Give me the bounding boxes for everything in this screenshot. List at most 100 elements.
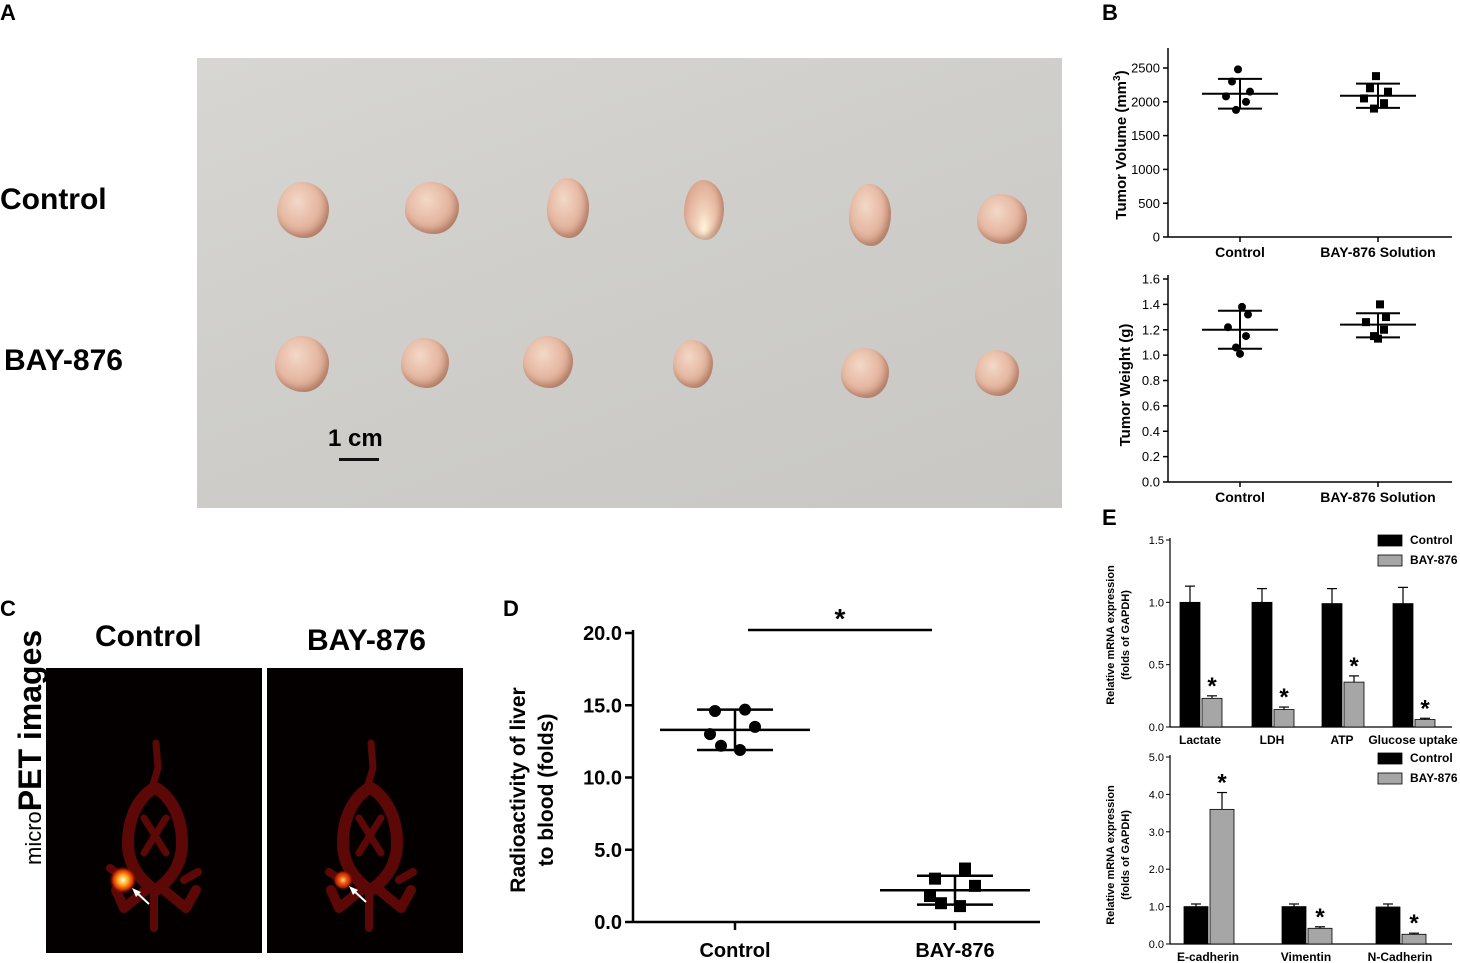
y-tick-label: 10.0: [583, 768, 622, 790]
data-point: [1236, 349, 1244, 358]
y-tick-label: 20.0: [583, 623, 622, 645]
y-axis-label: Tumor Volume (mm3): [1112, 70, 1130, 219]
data-point: [1242, 332, 1250, 341]
bar-control: [1251, 601, 1273, 728]
x-tick-label: ATP: [1330, 733, 1353, 747]
data-point: [1234, 65, 1242, 74]
y-tick-label: 0.0: [1142, 475, 1160, 490]
data-point: [1376, 300, 1384, 309]
data-point: [1232, 105, 1240, 114]
y-tick-label: 5.0: [594, 840, 622, 862]
data-point: [929, 872, 941, 885]
x-tick-label: Lactate: [1179, 733, 1221, 747]
y-tick-label: 0.0: [594, 912, 622, 934]
y-tick-label: 1500: [1131, 128, 1160, 143]
y-tick-label: 0.8: [1142, 373, 1160, 388]
y-axis-label-close: ): [1113, 70, 1130, 75]
significance-star: *: [1420, 695, 1430, 722]
data-point: [1362, 318, 1370, 327]
bar-control: [1392, 603, 1414, 728]
y-tick-label: 1.2: [1142, 322, 1160, 337]
tumor-photograph: [197, 58, 1062, 508]
x-tick-label: Control: [1215, 244, 1265, 260]
significance-star: *: [1207, 673, 1217, 700]
x-tick-label: N-Cadherin: [1368, 950, 1433, 963]
data-point: [935, 897, 947, 910]
x-tick-label: BAY-876: [915, 940, 994, 962]
y-tick-label: 0.0: [1149, 722, 1164, 734]
y-tick-label: 0: [1153, 230, 1160, 245]
row-label-control: Control: [0, 183, 107, 216]
y-tick-label: 1.6: [1142, 272, 1160, 287]
data-point: [954, 900, 966, 913]
y-tick-label: 0.0: [1149, 939, 1164, 951]
data-point: [704, 728, 716, 741]
x-tick-label: Control: [1215, 489, 1265, 505]
y-tick-label: 4.0: [1149, 789, 1164, 801]
pet-side-label-main: PET images: [12, 629, 48, 812]
y-axis-label-line2: to blood (folds): [535, 714, 558, 867]
tumor-control-5: [849, 184, 891, 246]
data-point: [1384, 87, 1392, 96]
tumor-bay876-3: [523, 336, 573, 388]
chart-metabolism-mrna: 0.0 0.5 1.0 1.5 Lactate * LDH * ATP * Glucose upta…: [1105, 533, 1458, 747]
y-tick-label: 500: [1138, 196, 1160, 211]
bar-bay876: [1273, 709, 1295, 728]
y-tick-label: 1.0: [1149, 902, 1164, 914]
y-tick-label: 1.5: [1149, 535, 1164, 547]
y-axis-label-line1: Relative mRNA expression: [1105, 565, 1117, 705]
data-point: [715, 739, 727, 752]
x-tick-label: LDH: [1260, 733, 1285, 747]
tumor-control-3: [547, 178, 589, 238]
tumor-control-1: [277, 182, 329, 238]
x-tick-label: Glucose uptake: [1368, 733, 1458, 747]
scale-bar-label: 1 cm: [328, 425, 383, 452]
chart-radioactivity: 0.0 5.0 10.0 15.0 20.0 Control BAY-876 Radioact…: [507, 603, 1040, 962]
legend-swatch: [1377, 772, 1403, 785]
tumor-control-2: [405, 182, 459, 234]
significance-star: *: [1409, 910, 1419, 937]
data-point: [1360, 94, 1368, 103]
data-point: [924, 889, 936, 902]
bar-control: [1183, 906, 1209, 945]
y-tick-label: 0.6: [1142, 398, 1160, 413]
data-point: [959, 862, 971, 875]
chart-tumor-weight: 0.0 0.2 0.4 0.6 0.8 1.0 1.2 1.4 1.6 Control BAY-87…: [1117, 272, 1452, 505]
legend-swatch: [1377, 534, 1403, 547]
legend-swatch: [1377, 554, 1403, 567]
significance-star: *: [1217, 770, 1227, 797]
scale-bar: [339, 458, 379, 461]
bar-control: [1375, 906, 1401, 945]
tumor-bay876-5: [841, 348, 889, 398]
significance-star: *: [1315, 904, 1325, 931]
data-point: [969, 879, 981, 892]
y-tick-label: 15.0: [583, 695, 622, 717]
chart-tumor-volume: 0 500 1000 1500 2000 2500 Control BAY-876 Solut…: [1112, 48, 1452, 260]
x-tick-label: Control: [699, 940, 770, 962]
bar-control: [1321, 603, 1343, 728]
bar-bay876: [1209, 808, 1235, 945]
tumor-control-4: [684, 180, 724, 240]
y-tick-label: 1.4: [1142, 297, 1160, 312]
row-label-bay876: BAY-876: [4, 344, 123, 377]
y-tick-label: 2000: [1131, 94, 1160, 109]
tumor-bay876-4: [673, 340, 713, 388]
tumor-control-6: [977, 194, 1027, 244]
legend-label: Control: [1410, 533, 1453, 547]
y-tick-label: 2.0: [1149, 864, 1164, 876]
data-point: [709, 705, 721, 718]
x-tick-label: Vimentin: [1281, 950, 1331, 963]
legend-label: BAY-876: [1410, 553, 1458, 567]
y-axis-label-text: Tumor Volume (mm: [1113, 81, 1130, 220]
panel-letter-b: B: [1102, 0, 1118, 25]
y-tick-label: 3.0: [1149, 827, 1164, 839]
legend-swatch: [1377, 752, 1403, 765]
bar-bay876: [1414, 719, 1436, 728]
y-axis-label-line1: Relative mRNA expression: [1105, 785, 1117, 925]
y-tick-label: 2500: [1131, 61, 1160, 76]
significance-star: *: [1279, 684, 1289, 711]
bar-bay876: [1201, 697, 1223, 728]
y-tick-label: 1000: [1131, 162, 1160, 177]
tumor-bay876-1: [275, 336, 329, 392]
significance-star: *: [835, 603, 846, 634]
